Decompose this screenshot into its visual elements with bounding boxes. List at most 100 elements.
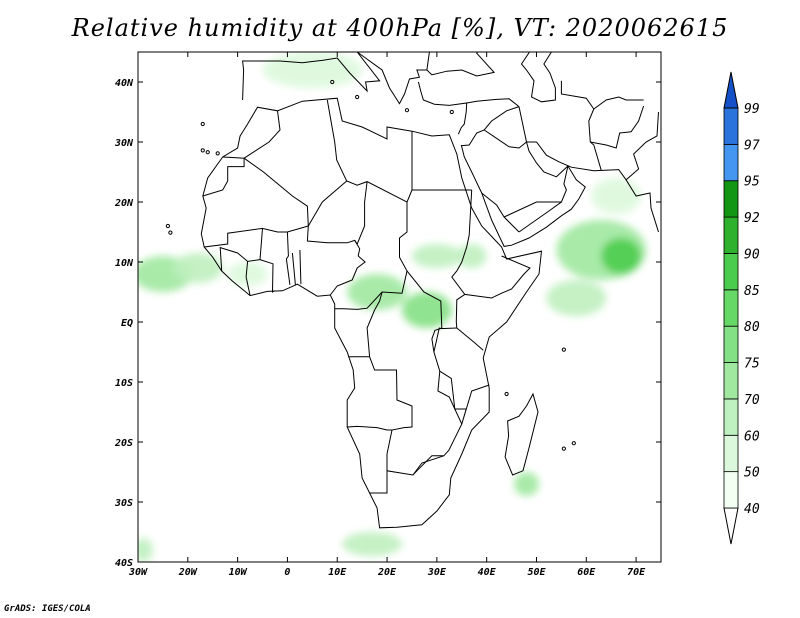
border-33	[625, 111, 659, 181]
border-22	[299, 249, 302, 285]
island-3	[200, 148, 205, 153]
colorbar-segment	[723, 180, 739, 218]
border-5	[354, 181, 368, 246]
coast-madagascar	[504, 392, 539, 476]
colorbar-label: 95	[744, 175, 760, 190]
border-10	[455, 293, 484, 351]
lon-tick-label: 70E	[627, 567, 646, 578]
border-20	[285, 231, 291, 285]
humid-region-3	[347, 274, 407, 310]
lat-tick-label: 40N	[115, 78, 134, 89]
colorbar-label: 90	[744, 247, 760, 262]
island-12	[404, 108, 410, 113]
border-14	[347, 425, 392, 431]
coast-europe	[242, 52, 430, 105]
lon-tick-label: 10E	[328, 567, 347, 578]
border-6	[406, 131, 413, 203]
border-12	[437, 371, 490, 425]
border-26	[461, 106, 520, 147]
lon-tick-label: 20E	[377, 567, 397, 578]
colorbar: 40 50 60 70 75 80 85 90 92 95 97 99	[723, 71, 760, 545]
lat-tick-label: 20N	[114, 198, 134, 209]
humid-region-6	[456, 244, 487, 268]
colorbar-label: 75	[744, 357, 760, 372]
colorbar-segment	[723, 107, 739, 145]
lat-tick-label: 20S	[114, 438, 133, 449]
colorbar-label: 80	[744, 320, 760, 335]
island-6	[571, 441, 576, 446]
humid-region-4	[401, 292, 452, 328]
colorbar-segment	[723, 325, 739, 363]
island-11	[355, 94, 360, 100]
lat-tick-label: 30S	[114, 498, 133, 509]
border-17	[259, 228, 275, 293]
humid-region-10	[262, 52, 363, 88]
border-29	[518, 106, 527, 143]
humid-region-9	[546, 280, 607, 316]
colorbar-label: 50	[744, 466, 760, 481]
border-2	[243, 110, 281, 159]
island-2	[205, 150, 210, 155]
colorbar-segment	[723, 434, 739, 473]
colorbar-label: 60	[744, 429, 760, 444]
humid-region-2	[227, 262, 268, 286]
colorbar-segment	[723, 143, 739, 182]
credit-text: GrADS: IGES/COLA	[4, 604, 91, 614]
island-7	[561, 446, 566, 451]
colorbar-segment	[723, 289, 739, 327]
coast-black-sea	[426, 52, 496, 77]
lon-tick-label: 50E	[527, 567, 546, 578]
island-1	[168, 230, 173, 235]
lon-tick-label: 20W	[178, 567, 198, 578]
humidity-field	[138, 52, 647, 562]
border-4	[306, 180, 366, 296]
island-9	[200, 121, 205, 127]
colorbar-segment	[723, 216, 739, 254]
border-9	[451, 189, 531, 299]
map-title: Relative humidity at 400hPa [%], VT: 202…	[71, 14, 729, 42]
colorbar-segment	[723, 471, 739, 509]
border-15	[369, 470, 388, 494]
border-24	[518, 165, 569, 233]
border-13	[366, 291, 383, 357]
coast-arabia	[460, 141, 659, 247]
colorbar-label: 97	[744, 138, 760, 153]
border-18	[245, 259, 261, 296]
humid-region-1	[172, 253, 223, 283]
lat-tick-label: 10N	[115, 258, 134, 269]
coastlines	[165, 52, 659, 529]
plot-frame	[137, 51, 662, 563]
colorbar-label: 85	[744, 284, 760, 299]
colorbar-low-arrow	[723, 507, 739, 545]
humid-region-14	[138, 538, 153, 562]
border-21	[291, 252, 296, 285]
colorbar-label: 70	[744, 393, 760, 408]
border-8	[334, 270, 408, 310]
humid-region-11	[591, 178, 642, 214]
colorbar-label: 99	[744, 102, 760, 117]
border-23	[481, 192, 520, 233]
lon-tick-label: 30E	[427, 567, 447, 578]
lat-tick-label: 40S	[115, 558, 133, 569]
colorbar-segment	[723, 398, 739, 436]
island-5	[561, 347, 566, 352]
island-8	[504, 391, 509, 397]
colorbar-segment	[723, 253, 739, 291]
border-27	[483, 129, 527, 149]
border-19	[219, 246, 248, 272]
lon-tick-label: 0	[284, 567, 290, 578]
colorbar-label: 40	[744, 502, 760, 517]
border-3	[326, 99, 463, 476]
island-0	[165, 223, 170, 229]
border-25	[503, 201, 562, 218]
lon-tick-label: 60E	[577, 567, 596, 578]
humid-region-5	[411, 244, 462, 268]
humid-region-12	[342, 532, 402, 556]
border-11	[433, 327, 457, 353]
lon-tick-label: 10W	[229, 567, 248, 578]
border-16	[412, 455, 444, 476]
humid-region-13	[514, 472, 539, 496]
colorbar-high-arrow	[723, 71, 739, 109]
island-4	[215, 151, 220, 156]
border-31	[593, 96, 644, 110]
